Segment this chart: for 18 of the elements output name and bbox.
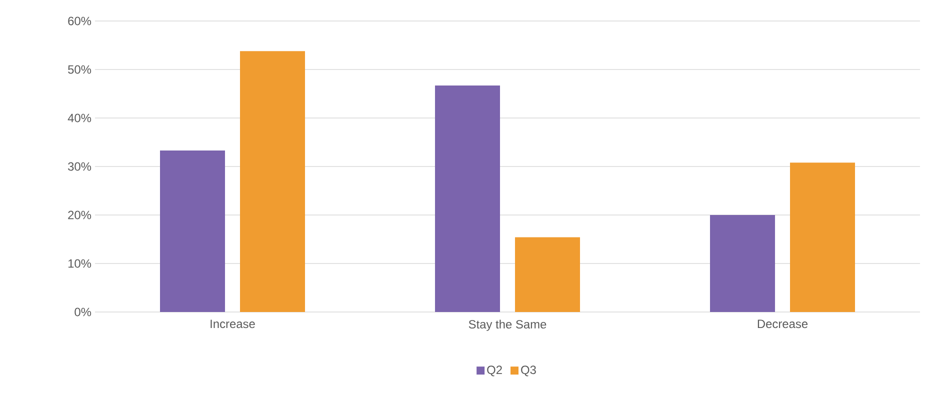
y-tick-label: 50% — [68, 65, 92, 74]
y-tick-label: 30% — [68, 162, 92, 171]
bar — [160, 150, 226, 312]
x-tick-label: Increase — [210, 320, 255, 328]
bar — [710, 215, 776, 312]
x-tick-label: Decrease — [758, 320, 808, 328]
y-tick-label: 10% — [68, 259, 92, 268]
bar — [790, 162, 856, 312]
y-tick-label: 40% — [68, 114, 92, 122]
x-tick-label: Stay the Same — [468, 320, 546, 331]
y-tick-label: 60% — [68, 16, 92, 26]
bar — [435, 86, 500, 312]
y-tick-label: 20% — [68, 210, 92, 220]
y-tick-label: 0% — [74, 308, 92, 316]
legend-label: Q2 — [487, 366, 502, 376]
legend-label: Q3 — [521, 366, 536, 376]
bar — [240, 51, 306, 312]
bar — [515, 237, 580, 312]
